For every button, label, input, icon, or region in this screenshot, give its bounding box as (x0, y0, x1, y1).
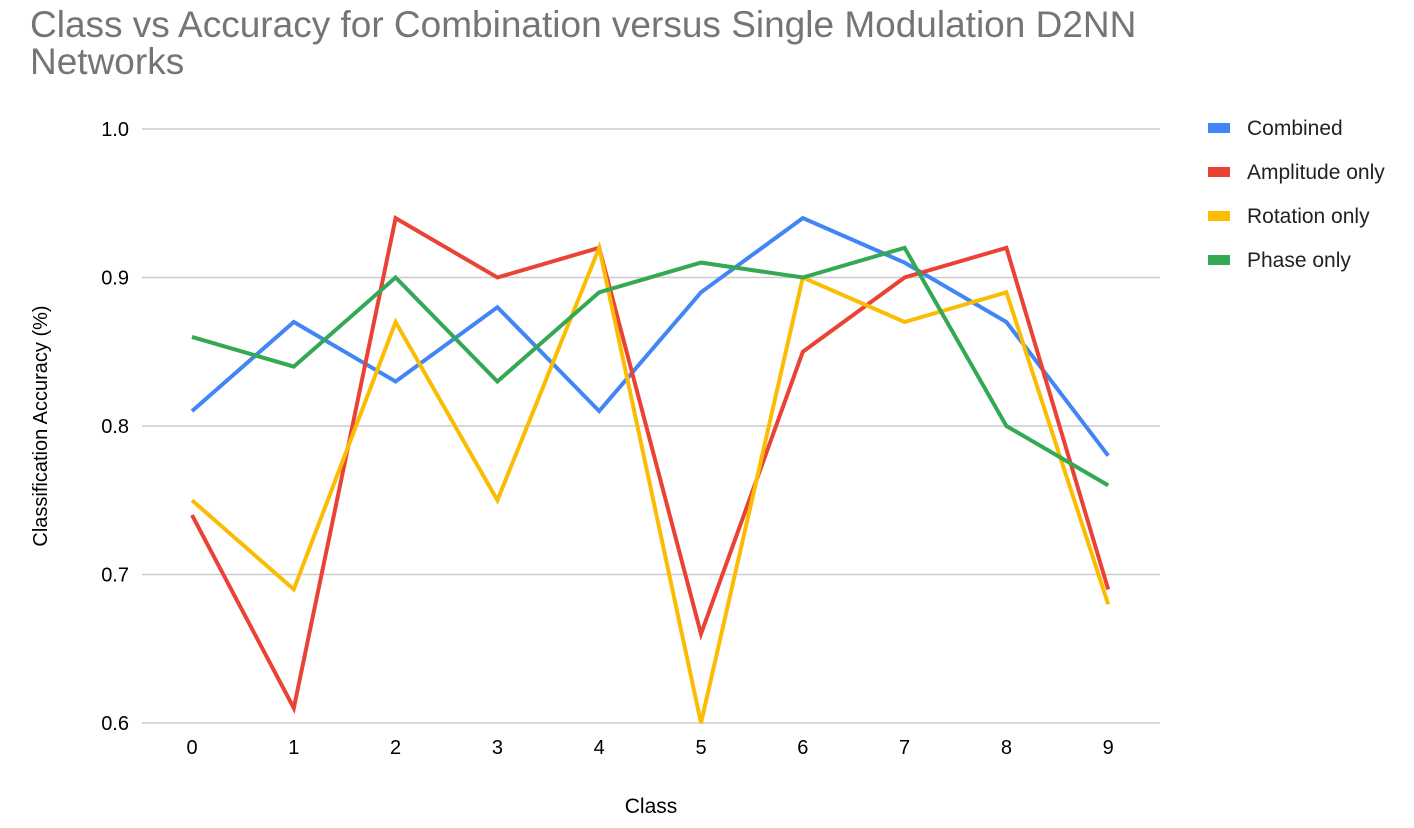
legend-swatch (1208, 123, 1230, 133)
x-axis-label: Class (625, 795, 678, 818)
legend-label: Phase only (1247, 249, 1351, 272)
legend-label: Combined (1247, 117, 1343, 140)
y-tick-label: 1.0 (101, 119, 129, 141)
x-tick-label: 4 (594, 737, 605, 759)
y-tick-labels: 0.6 0.7 0.8 0.9 1.0 (101, 119, 129, 735)
legend-swatch (1208, 167, 1230, 177)
series-line-amplitude-only (190, 214, 1111, 714)
series-line-phase-only (191, 245, 1110, 488)
x-tick-label: 0 (186, 737, 197, 759)
x-tick-label: 8 (1001, 737, 1012, 759)
x-tick-label: 1 (288, 737, 299, 759)
x-tick-labels: 0 1 2 3 4 5 6 7 8 9 (186, 737, 1113, 759)
x-tick-label: 5 (695, 737, 706, 759)
x-tick-label: 3 (492, 737, 503, 759)
y-tick-label: 0.8 (101, 416, 129, 438)
x-tick-label: 2 (390, 737, 401, 759)
gridlines (142, 128, 1160, 724)
chart-title: Class vs Accuracy for Combination versus… (30, 4, 1137, 82)
series-line-rotation-only (190, 240, 1111, 724)
legend-label: Rotation only (1247, 205, 1370, 228)
y-tick-label: 0.7 (101, 565, 129, 587)
series-lines (190, 214, 1111, 724)
y-axis-label: Classification Accuracy (%) (30, 305, 52, 546)
series-line-combined (190, 215, 1110, 457)
y-tick-label: 0.9 (101, 268, 129, 290)
legend-swatch (1208, 255, 1230, 265)
x-tick-label: 7 (899, 737, 910, 759)
legend-swatch (1208, 211, 1230, 221)
legend-label: Amplitude only (1247, 161, 1385, 184)
x-tick-label: 9 (1103, 737, 1114, 759)
y-tick-label: 0.6 (101, 713, 129, 735)
x-tick-label: 6 (797, 737, 808, 759)
legend: Combined Amplitude only Rotation only Phase… (1208, 117, 1385, 272)
